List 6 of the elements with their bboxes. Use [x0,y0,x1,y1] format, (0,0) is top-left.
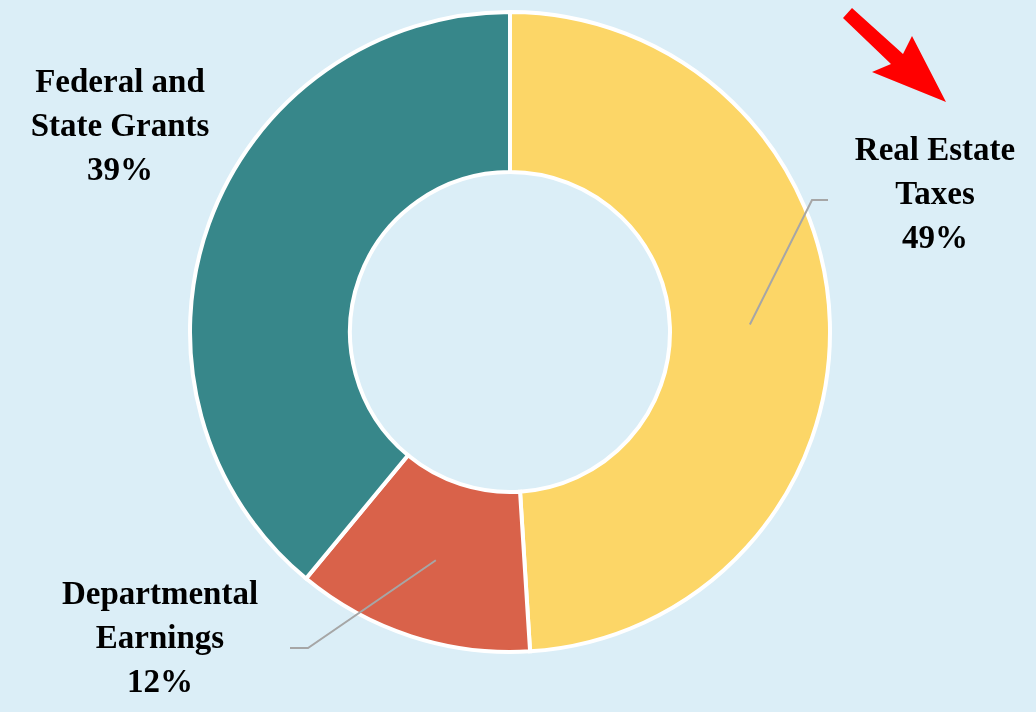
data-label: 49% [902,219,968,255]
data-label: 39% [87,151,153,187]
slice-label: Real Estate Taxes [854,131,1016,211]
data-label: 12% [127,663,193,699]
slice-label: Departmental Earnings [61,575,259,655]
slice-label: Federal and State Grants [30,63,210,143]
